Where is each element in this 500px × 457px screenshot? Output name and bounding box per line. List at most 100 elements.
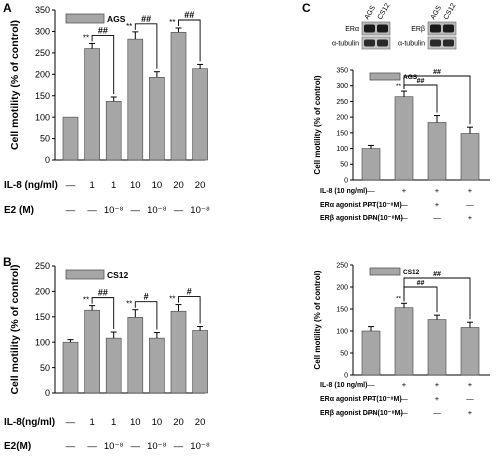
comparison-bracket	[91, 297, 115, 330]
condition-value: 10	[152, 180, 163, 191]
comparison-bracket	[134, 301, 158, 330]
condition-value: —	[87, 205, 97, 216]
condition-value: +	[468, 380, 473, 389]
panel-letter: A	[3, 1, 12, 15]
condition-value: —	[174, 441, 184, 452]
condition-label: ERβ agonist DPN(10⁻⁸M)	[320, 215, 403, 222]
significance-stars: **	[396, 83, 402, 90]
bar	[84, 309, 100, 394]
blot-band	[377, 39, 388, 47]
legend-swatch	[369, 72, 401, 81]
y-tick-label: 200	[336, 115, 348, 122]
condition-value: —	[367, 213, 375, 222]
condition-value: +	[435, 186, 440, 195]
condition-value: 1	[111, 417, 116, 428]
y-tick-label: 50	[40, 134, 50, 144]
condition-value: 10	[152, 417, 163, 428]
y-tick-label: 0	[344, 372, 348, 379]
comparison-bracket	[134, 23, 158, 69]
bar	[427, 122, 447, 181]
y-tick-label: 50	[40, 363, 50, 373]
blot-band	[430, 24, 441, 33]
y-tick-label: 50	[340, 162, 348, 169]
bracket-label: ##	[433, 271, 441, 278]
comparison-bracket	[178, 296, 201, 324]
condition-value: 10⁻⁸	[190, 441, 210, 452]
condition-value: 1	[89, 417, 94, 428]
condition-label: IL-8 (10 ng/ml)	[320, 382, 367, 389]
panel-letter: B	[3, 255, 12, 269]
condition-value: —	[367, 394, 375, 403]
condition-value: —	[367, 186, 375, 195]
significance-stars: **	[83, 33, 89, 42]
condition-value: +	[402, 186, 407, 195]
y-tick-label: 300	[336, 83, 348, 90]
condition-value: —	[66, 441, 76, 452]
significance-stars: **	[169, 295, 175, 304]
comparison-bracket	[403, 75, 471, 125]
bar	[62, 341, 79, 394]
condition-value: —	[466, 394, 474, 403]
y-axis-label: Cell motility (% of control)	[9, 20, 21, 150]
y-tick-label: 100	[336, 146, 348, 153]
condition-value: 10	[130, 180, 141, 191]
significance-stars: **	[126, 22, 132, 31]
bar	[460, 327, 480, 376]
significance-stars: **	[169, 18, 175, 27]
y-tick-label: 250	[35, 48, 50, 58]
bar	[427, 319, 447, 376]
condition-value: 10⁻⁸	[104, 441, 124, 452]
bar	[149, 76, 165, 161]
y-axis-label: Cell motility (% of control)	[9, 264, 21, 394]
western-blot: AGS CS12 ERβ α-tubulin	[398, 2, 458, 50]
condition-value: 20	[173, 180, 184, 191]
y-tick-label: 350	[336, 67, 348, 74]
y-tick-label: 300	[35, 27, 50, 37]
blot-band	[364, 24, 375, 33]
condition-value: —	[367, 408, 375, 417]
chart-panel-A: 0 50 100 150 200 250 300 350 Cell motility (% of…	[4, 5, 210, 216]
condition-value: —	[66, 205, 76, 216]
y-tick-label: 200	[35, 69, 50, 79]
y-tick-label: 100	[336, 328, 348, 335]
bar	[361, 330, 381, 376]
blot-lane-label: AGS	[430, 4, 444, 21]
legend-label: AGS	[403, 74, 418, 81]
y-axis-label: Cell motility (% of control)	[313, 270, 322, 369]
legend-label: AGS	[107, 14, 126, 24]
condition-value: 1	[89, 180, 94, 191]
condition-label: IL-8 (10 ng/ml)	[320, 188, 367, 195]
condition-value: —	[367, 200, 375, 209]
condition-value: —	[400, 213, 408, 222]
legend-label: CS12	[107, 270, 129, 280]
condition-value: 10⁻⁸	[147, 205, 167, 216]
y-tick-label: 150	[336, 306, 348, 313]
y-tick-label: 150	[35, 312, 50, 322]
condition-value: 20	[195, 180, 206, 191]
blot-band	[443, 39, 454, 47]
y-tick-label: 150	[35, 91, 50, 101]
blot-target-label: ERβ	[411, 26, 425, 33]
condition-value: —	[367, 380, 375, 389]
y-tick-label: 0	[45, 155, 50, 165]
condition-value: —	[131, 441, 141, 452]
y-tick-label: 250	[35, 261, 50, 271]
condition-label: IL-8(ng/ml)	[4, 417, 55, 428]
bar	[105, 337, 122, 394]
legend-label: CS12	[403, 269, 420, 276]
y-axis-label: Cell motility (% of control)	[313, 75, 322, 174]
condition-value: —	[400, 200, 408, 209]
condition-value: —	[400, 394, 408, 403]
condition-value: +	[468, 186, 473, 195]
condition-label: ERα agonist PPT(10⁻⁸M)	[320, 202, 402, 209]
bracket-label: #	[144, 292, 149, 302]
condition-value: 10	[130, 417, 141, 428]
bar	[170, 310, 187, 394]
bar	[192, 68, 208, 161]
blot-band	[364, 39, 375, 47]
chart-panel-C-bottom: 0 50 100 150 200 250 Cell motility (% of contr…	[313, 262, 490, 417]
y-tick-label: 100	[35, 337, 50, 347]
condition-label: IL-8 (ng/ml)	[4, 180, 58, 191]
panel-letter: C	[302, 1, 311, 15]
y-tick-label: 250	[336, 99, 348, 106]
